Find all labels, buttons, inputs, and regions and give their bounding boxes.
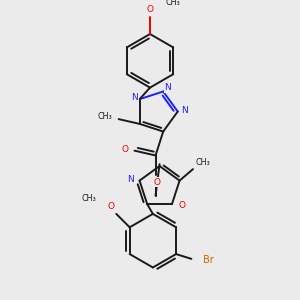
Text: O: O — [107, 202, 114, 211]
Text: CH₃: CH₃ — [81, 194, 96, 203]
Text: N: N — [128, 175, 134, 184]
Text: CH₃: CH₃ — [165, 0, 180, 7]
Text: O: O — [153, 178, 160, 187]
Text: O: O — [122, 145, 128, 154]
Text: N: N — [165, 83, 171, 92]
Text: CH₃: CH₃ — [195, 158, 210, 167]
Text: CH₃: CH₃ — [98, 112, 112, 121]
Text: N: N — [181, 106, 188, 115]
Text: Br: Br — [203, 255, 214, 265]
Text: O: O — [178, 201, 185, 210]
Text: N: N — [131, 93, 138, 102]
Text: O: O — [146, 4, 154, 14]
